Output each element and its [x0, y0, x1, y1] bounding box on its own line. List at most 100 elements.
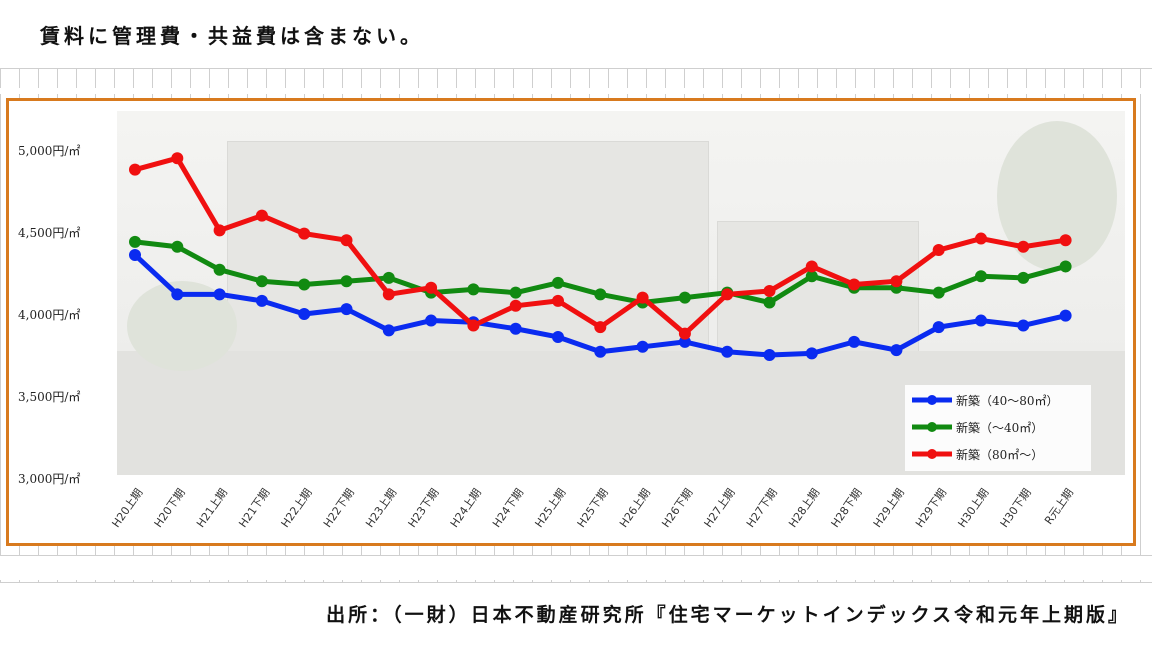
data-point: [382, 271, 395, 284]
data-point: [382, 288, 395, 301]
data-point: [255, 294, 268, 307]
data-point: [678, 335, 691, 348]
data-point: [932, 321, 945, 334]
data-point: [129, 248, 141, 261]
data-point: [255, 275, 268, 288]
x-tick-label: H29上期: [871, 486, 907, 530]
series-lines: [129, 152, 1072, 361]
data-point: [467, 283, 480, 296]
data-point: [805, 347, 818, 360]
data-point: [382, 324, 395, 337]
data-point: [890, 275, 903, 288]
data-point: [340, 275, 353, 288]
data-point: [763, 296, 776, 309]
source-text: 出所：（一財）日本不動産研究所『住宅マーケットインデックス令和元年上期版』: [326, 604, 1130, 626]
data-point: [636, 340, 649, 353]
x-tick-label: H20下期: [152, 486, 188, 530]
data-point: [467, 319, 480, 332]
data-point: [932, 244, 945, 257]
legend-swatch-marker: [927, 449, 937, 459]
x-tick-label: H24下期: [490, 486, 526, 530]
x-tick-label: H28下期: [829, 486, 865, 530]
y-tick-label: 3,000円/㎡: [18, 472, 80, 486]
y-tick-label: 5,000円/㎡: [18, 144, 80, 158]
data-point: [129, 235, 141, 248]
building-main: [227, 141, 709, 373]
data-point: [425, 314, 438, 327]
data-point: [1017, 319, 1030, 332]
series-line: [133, 253, 1067, 358]
x-tick-label: H20上期: [109, 486, 145, 530]
x-axis: H20上期 H20下期 H21上期 H21下期 H22上期 H22下期 H23上期 H23下期…: [109, 486, 1076, 530]
data-point: [552, 276, 564, 289]
x-tick-label: H30上期: [955, 486, 991, 530]
data-point: [932, 286, 945, 299]
note-band: [0, 0, 1152, 69]
x-tick-label: H24上期: [448, 486, 484, 530]
data-point: [509, 286, 522, 299]
data-point: [213, 224, 226, 237]
data-point: [763, 349, 776, 361]
data-point: [171, 152, 184, 165]
data-point: [678, 291, 691, 304]
data-point: [805, 260, 818, 273]
legend-swatch-marker: [927, 422, 937, 432]
legend-label: 新築（80㎡〜）: [956, 447, 1043, 462]
x-tick-label: H27上期: [702, 486, 738, 530]
legend-swatch-marker: [927, 395, 937, 405]
data-point: [721, 345, 734, 358]
x-tick-label: H27下期: [744, 486, 780, 530]
data-point: [975, 314, 987, 327]
y-axis: 5,000円/㎡ 4,500円/㎡ 4,000円/㎡ 3,500円/㎡ 3,000円/㎡: [18, 144, 80, 486]
data-point: [552, 330, 564, 343]
data-point: [171, 240, 184, 253]
x-tick-label: H25下期: [575, 486, 611, 530]
data-point: [975, 232, 987, 245]
data-point: [171, 288, 184, 301]
data-point: [340, 303, 353, 316]
data-point: [678, 327, 691, 340]
x-tick-label: H21上期: [194, 486, 230, 530]
gap-band: [0, 555, 1152, 580]
data-point: [340, 234, 353, 247]
data-point: [890, 344, 903, 357]
y-tick-label: 4,500円/㎡: [18, 226, 80, 240]
x-tick-label: H26上期: [617, 486, 653, 530]
y-tick-label: 3,500円/㎡: [18, 390, 80, 404]
spacer-band: [0, 88, 1152, 94]
data-point: [975, 270, 987, 283]
data-point: [1059, 260, 1072, 273]
data-point: [594, 345, 607, 358]
source-band: [0, 582, 1152, 649]
data-point: [763, 285, 776, 298]
x-tick-label: H21下期: [236, 486, 272, 530]
data-point: [1017, 240, 1030, 253]
data-point: [298, 278, 311, 291]
x-tick-label: H26下期: [659, 486, 695, 530]
x-tick-label: H25上期: [532, 486, 568, 530]
data-point: [129, 163, 141, 176]
x-tick-label: H28上期: [786, 486, 822, 530]
data-point: [298, 227, 311, 240]
data-point: [848, 278, 861, 291]
data-point: [509, 299, 522, 312]
data-point: [594, 321, 607, 334]
legend: 新築（40〜80㎡） 新築（〜40㎡） 新築（80㎡〜）: [905, 385, 1091, 471]
x-tick-label: H23下期: [406, 486, 442, 530]
legend-label: 新築（40〜80㎡）: [956, 393, 1059, 408]
x-tick-label: R元上期: [1042, 486, 1076, 527]
data-point: [213, 263, 226, 276]
x-tick-label: H29下期: [913, 486, 949, 530]
data-point: [255, 209, 268, 222]
data-point: [509, 322, 522, 335]
data-point: [298, 308, 311, 320]
data-point: [848, 335, 861, 348]
x-tick-label: H23上期: [363, 486, 399, 530]
y-tick-label: 4,000円/㎡: [18, 308, 80, 322]
data-point: [425, 281, 438, 294]
data-point: [721, 288, 734, 301]
x-tick-label: H22下期: [321, 486, 357, 530]
data-point: [636, 291, 649, 304]
data-point: [1017, 271, 1030, 284]
